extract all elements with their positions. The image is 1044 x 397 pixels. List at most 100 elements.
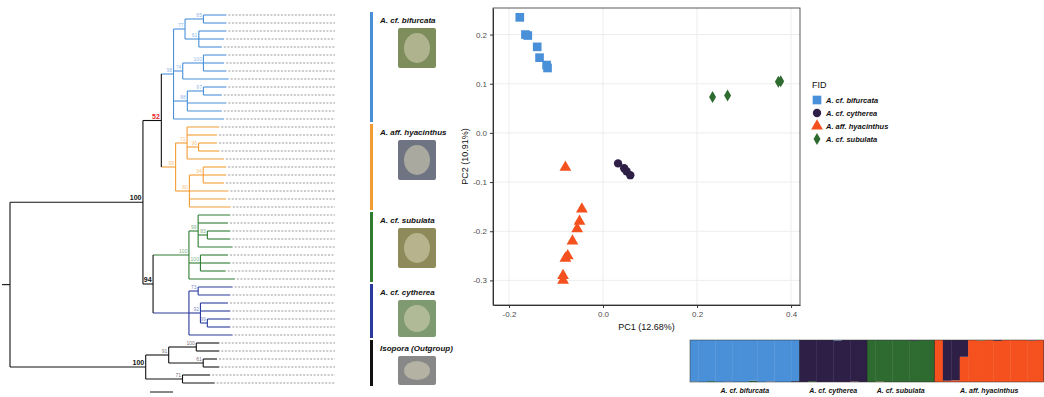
terminal-branch xyxy=(203,366,219,367)
terminal-branch xyxy=(200,262,230,263)
clade-photo xyxy=(398,28,436,68)
support-value: 99 xyxy=(169,160,175,166)
ancestry-segment xyxy=(909,341,918,382)
terminal-branch xyxy=(187,134,217,135)
ancestry-segment xyxy=(1010,340,1019,382)
legend: FIDA. cf. bifurcataA. cf. cythereaA. aff… xyxy=(811,80,888,145)
support-value: 83 xyxy=(200,228,206,234)
ancestry-segment xyxy=(960,340,969,357)
ancestry-segment xyxy=(724,340,733,382)
point xyxy=(626,171,634,179)
ancestry-segment xyxy=(926,340,935,382)
group-label: A. cf. bifurcata xyxy=(719,387,769,394)
terminal-branch xyxy=(198,286,233,287)
phylogeny: 8561771007497889896719480995283991001007… xyxy=(2,12,453,392)
y-tick-mark xyxy=(490,133,493,134)
terminal-branch xyxy=(183,382,215,383)
y-grid-line xyxy=(493,182,800,183)
support-value: 100 xyxy=(194,56,203,62)
terminal-branch xyxy=(198,214,230,215)
tip-leader xyxy=(226,159,335,160)
photo-coral xyxy=(404,233,430,263)
tip-leader xyxy=(226,183,335,184)
point xyxy=(777,75,784,87)
photo-coral xyxy=(404,33,430,63)
clade-label: Isopora (Outgroup) xyxy=(380,344,453,353)
x-grid-line xyxy=(791,8,792,305)
point xyxy=(560,161,572,171)
branch xyxy=(143,283,153,284)
terminal-branch xyxy=(198,294,230,295)
terminal-branch xyxy=(203,358,217,359)
terminal-branch xyxy=(189,334,233,335)
tip-leader xyxy=(232,319,335,320)
ancestry-segment xyxy=(791,340,800,381)
x-grid-line xyxy=(603,8,604,305)
branch xyxy=(174,100,188,101)
branch-connector xyxy=(198,31,199,47)
clade-bar xyxy=(370,12,373,122)
root-stub xyxy=(2,284,10,285)
branch xyxy=(161,73,173,74)
legend-label: A. cf. cytherea xyxy=(825,109,877,118)
tip-leader xyxy=(228,103,335,104)
x-tick-mark xyxy=(509,305,510,308)
branch xyxy=(187,90,203,91)
terminal-branch xyxy=(203,166,226,167)
branch xyxy=(10,366,146,367)
ancestry-segment xyxy=(1036,340,1044,382)
support-value: 94 xyxy=(196,168,202,174)
tip-leader xyxy=(226,39,335,40)
ancestry-segment xyxy=(977,340,986,382)
y-grid-line xyxy=(493,132,800,133)
ancestry-segment xyxy=(766,340,775,382)
tip-leader xyxy=(219,359,335,360)
legend-title: FID xyxy=(812,80,827,90)
terminal-branch xyxy=(207,238,230,239)
point xyxy=(535,53,544,62)
terminal-branch xyxy=(199,142,217,143)
pca-panel: -0.20.00.20.4-0.3-0.2-0.10.00.10.2PC1 (1… xyxy=(460,8,888,332)
tip-leader xyxy=(226,63,335,64)
x-tick-label: 0.0 xyxy=(598,310,610,319)
support-value: 100 xyxy=(133,359,145,366)
branch-connector xyxy=(207,319,208,327)
x-tick: 0.0 xyxy=(598,305,610,319)
panel-border xyxy=(493,8,800,305)
clade-bar xyxy=(370,284,373,338)
terminal-branch xyxy=(200,254,228,255)
terminal-branch xyxy=(207,230,230,231)
branch-connector xyxy=(175,143,176,191)
y-tick-mark xyxy=(490,35,493,36)
support-value: 77 xyxy=(178,22,184,28)
x-axis-title: PC1 (12.68%) xyxy=(618,322,675,332)
terminal-branch xyxy=(189,198,226,199)
terminal-branch xyxy=(174,118,225,119)
tip-leader xyxy=(219,135,335,136)
terminal-branch xyxy=(199,150,220,151)
photo-coral xyxy=(404,361,430,380)
tip-leader xyxy=(224,95,335,96)
branch-connector xyxy=(188,231,189,279)
branch xyxy=(189,262,201,263)
ancestry-segment xyxy=(774,340,783,382)
ancestry-segment xyxy=(749,340,758,381)
tip-leader xyxy=(221,351,335,352)
tip-leader xyxy=(237,279,335,280)
support-value: 80 xyxy=(182,184,188,190)
tip-leader xyxy=(231,79,335,80)
x-grid-line xyxy=(508,8,509,305)
support-value: 98 xyxy=(166,67,172,73)
tip-leader xyxy=(221,367,335,368)
tip-leader xyxy=(235,287,335,288)
branch-connector xyxy=(198,287,199,295)
clade-bar xyxy=(370,340,373,386)
terminal-branch xyxy=(196,342,219,343)
support-value: 100 xyxy=(179,248,188,254)
tip-leader xyxy=(221,127,335,128)
ancestry-segment xyxy=(993,340,1002,341)
terminal-branch xyxy=(198,222,228,223)
terminal-branch xyxy=(189,278,235,279)
photo-frame xyxy=(398,140,436,180)
tip-leader xyxy=(228,55,335,56)
